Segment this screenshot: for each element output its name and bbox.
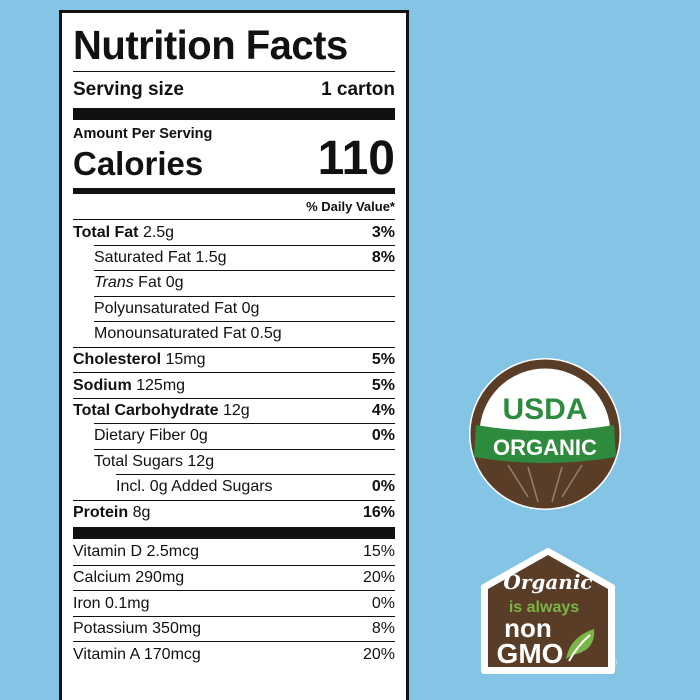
nutrient-dv: 16% <box>362 504 395 522</box>
serving-size-row: Serving size 1 carton <box>73 72 395 108</box>
nutrient-name: Total Fat <box>73 223 139 241</box>
nutrient-dv: 4% <box>371 402 395 420</box>
vitamin-dv: 15% <box>362 543 395 561</box>
nutrient-name: Dietary Fiber <box>94 427 186 445</box>
divider <box>73 188 395 194</box>
nutrient-name: Polyunsaturated Fat <box>94 299 238 317</box>
nutrient-name: Trans <box>94 274 134 292</box>
amount-per-serving: Amount Per Serving <box>73 126 213 142</box>
seal-organic-text: ORGANIC <box>493 435 597 460</box>
vitamin-row-calcium: Calcium 290mg 20% <box>73 564 395 591</box>
nutrient-row-total-sugars: Total Sugars 12g <box>73 448 395 475</box>
nutrient-dv: 0% <box>371 427 395 445</box>
nutrient-amount: 8g <box>132 504 151 522</box>
serving-size-value: 1 carton <box>321 79 395 100</box>
vitamin-dv: 20% <box>362 645 395 663</box>
vitamin-name: Vitamin D <box>73 543 143 561</box>
seal-field-lines <box>507 464 583 503</box>
vitamin-row-potassium: Potassium 350mg 8% <box>73 615 395 642</box>
nutrient-row-total-fat: Total Fat 2.5g 3% <box>73 219 395 245</box>
vitamin-amount: 290mg <box>135 569 185 587</box>
nutrient-amount: 15mg <box>165 351 206 369</box>
calories-value: 110 <box>317 132 395 185</box>
nutrient-dv: 8% <box>371 248 395 266</box>
nutrient-row-added-sugars: Incl. 0g Added Sugars 0% <box>73 474 395 500</box>
nutrient-amount: 0g <box>165 274 184 292</box>
nutrient-row-monounsaturated-fat: Monounsaturated Fat 0.5g <box>73 321 395 347</box>
organic-non-gmo-badge: Organic is always non GMO ® <box>481 548 618 674</box>
usda-organic-seal: USDA ORGANIC <box>469 358 621 510</box>
vitamin-dv: 8% <box>371 620 395 638</box>
nutrient-row-sodium: Sodium 125mg 5% <box>73 372 395 398</box>
nutrient-name: Saturated Fat <box>94 248 191 266</box>
nutrient-amount: 0.5g <box>250 325 282 343</box>
nutrient-amount: 12g <box>187 452 215 470</box>
nutrient-name: Cholesterol <box>73 351 162 369</box>
nutrient-name: Total Sugars <box>94 452 183 470</box>
nutrient-amount: 1.5g <box>195 248 227 266</box>
nutrient-name: Sodium <box>73 376 132 394</box>
nutrient-row-protein: Protein 8g 16% <box>73 499 395 526</box>
nutrient-amount: 0g <box>241 299 260 317</box>
divider <box>73 527 395 539</box>
nutrient-row-trans-fat: Trans Fat 0g <box>73 270 395 296</box>
vitamin-row-vitamin-a: Vitamin A 170mcg 20% <box>73 641 395 667</box>
nutrient-name: Total Carbohydrate <box>73 402 219 420</box>
vitamin-amount: 350mg <box>152 620 202 638</box>
nutrient-row-dietary-fiber: Dietary Fiber 0g 0% <box>73 423 395 449</box>
nutrient-name: Monounsaturated Fat <box>94 325 247 343</box>
vitamin-row-iron: Iron 0.1mg 0% <box>73 590 395 616</box>
label-title: Nutrition Facts <box>73 23 348 69</box>
nutrient-row-saturated-fat: Saturated Fat 1.5g 8% <box>73 244 395 271</box>
calories-label: Calories <box>73 145 204 182</box>
leaf-icon <box>566 629 595 662</box>
nutrient-name-rest: Fat <box>138 274 162 292</box>
nutrient-name: Protein <box>73 504 129 522</box>
seal-banner <box>474 425 616 463</box>
nutrient-dv: 3% <box>371 223 395 241</box>
badge-non-text: non <box>504 613 552 643</box>
vitamin-row-vitamin-d: Vitamin D 2.5mcg 15% <box>73 539 395 565</box>
nutrient-row-total-carbohydrate: Total Carbohydrate 12g 4% <box>73 397 395 424</box>
nutrient-amount: 0g <box>190 427 208 445</box>
nutrient-name: Incl. 0g Added Sugars <box>116 478 273 496</box>
vitamin-name: Vitamin A <box>73 645 140 663</box>
divider <box>73 108 395 120</box>
nutrient-amount: 125mg <box>136 376 186 394</box>
vitamin-dv: 20% <box>362 569 395 587</box>
badge-organic-text: Organic <box>503 570 592 594</box>
nutrient-row-polyunsaturated-fat: Polyunsaturated Fat 0g <box>73 295 395 322</box>
registered-mark: ® <box>611 657 618 667</box>
vitamin-amount: 170mcg <box>143 645 201 663</box>
nutrient-amount: 2.5g <box>142 223 175 241</box>
nutrition-facts-label: Nutrition Facts Serving size 1 carton Am… <box>59 10 409 700</box>
vitamin-name: Potassium <box>73 620 148 638</box>
vitamin-amount: 0.1mg <box>105 594 150 612</box>
badge-is-always-text: is always <box>509 599 579 616</box>
nutrient-dv: 0% <box>371 478 395 496</box>
vitamin-dv: 0% <box>371 594 395 612</box>
calories-row: Calories 110 <box>73 135 395 183</box>
daily-value-header: % Daily Value* <box>306 199 395 214</box>
serving-size-label: Serving size <box>73 79 184 100</box>
nutrient-amount: 12g <box>222 402 250 420</box>
badge-gmo-text: GMO <box>497 638 564 669</box>
vitamin-name: Iron <box>73 594 101 612</box>
nutrient-dv: 5% <box>371 376 395 394</box>
seal-usda-text: USDA <box>502 393 587 426</box>
vitamin-amount: 2.5mcg <box>146 543 199 561</box>
nutrient-dv: 5% <box>371 351 395 369</box>
nutrient-row-cholesterol: Cholesterol 15mg 5% <box>73 346 395 373</box>
vitamin-name: Calcium <box>73 569 131 587</box>
divider <box>73 71 395 72</box>
